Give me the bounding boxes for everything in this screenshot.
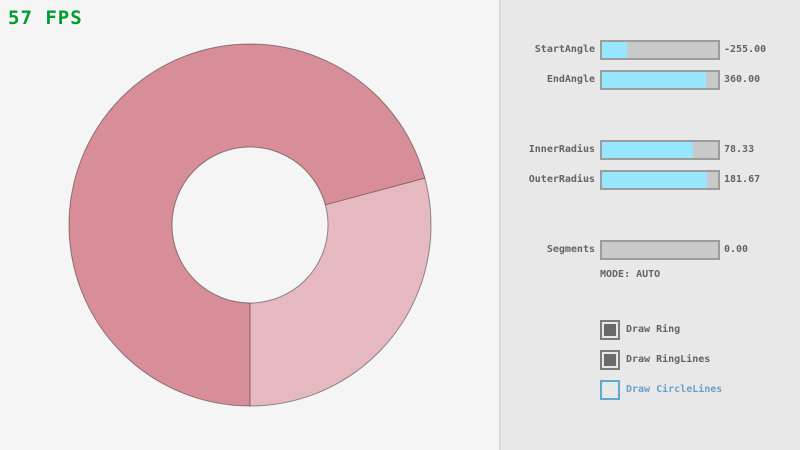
slider-segments-value: 0.00	[724, 244, 749, 255]
slider-segments: Segments 0.00	[501, 240, 800, 260]
checkbox-draw-ring-label: Draw Ring	[626, 324, 681, 335]
segments-mode-text: MODE: AUTO	[600, 269, 661, 280]
slider-end-angle-fill[interactable]	[602, 72, 707, 88]
slider-inner-radius-value: 78.33	[724, 144, 755, 155]
slider-outer-radius-fill[interactable]	[602, 172, 708, 188]
slider-segments-label: Segments	[546, 244, 595, 255]
checkbox-row-draw-ringlines: Draw RingLines	[600, 350, 790, 370]
slider-start-angle-fill[interactable]	[602, 42, 628, 58]
slider-start-angle-label: StartAngle	[534, 44, 595, 55]
fps-counter: 57 FPS	[8, 7, 83, 29]
slider-inner-radius-label: InnerRadius	[528, 144, 595, 155]
slider-outer-radius-value: 181.67	[724, 174, 761, 185]
ring-donut	[68, 43, 432, 407]
ring-outline-circle	[171, 146, 329, 304]
checkbox-draw-circlelines-label: Draw CircleLines	[626, 384, 723, 395]
ring-outline-circle	[68, 43, 432, 407]
slider-end-angle-label: EndAngle	[546, 74, 595, 85]
panel-divider	[499, 0, 501, 450]
slider-outer-radius-track[interactable]	[600, 170, 720, 190]
slider-segments-track[interactable]	[600, 240, 720, 260]
slider-outer-radius-label: OuterRadius	[528, 174, 595, 185]
slider-outer-radius: OuterRadius 181.67	[501, 170, 800, 190]
checkbox-draw-ring[interactable]	[600, 320, 620, 340]
slider-start-angle: StartAngle -255.00	[501, 40, 800, 60]
ring-edge-line	[325, 177, 425, 206]
slider-inner-radius-fill[interactable]	[602, 142, 693, 158]
checkbox-row-draw-ring: Draw Ring	[600, 320, 790, 340]
checkbox-row-draw-circlelines: Draw CircleLines	[600, 380, 790, 400]
ring-slice	[250, 178, 431, 406]
checkbox-draw-circlelines[interactable]	[600, 380, 620, 400]
slider-start-angle-track[interactable]	[600, 40, 720, 60]
slider-end-angle-value: 360.00	[724, 74, 761, 85]
checkbox-draw-ringlines[interactable]	[600, 350, 620, 370]
slider-inner-radius: InnerRadius 78.33	[501, 140, 800, 160]
controls-panel: StartAngle -255.00 EndAngle 360.00 Inner…	[501, 0, 800, 450]
ring-slice	[68, 44, 425, 407]
render-canvas: 57 FPS	[8, 7, 432, 407]
slider-start-angle-value: -255.00	[724, 44, 767, 55]
slider-end-angle-track[interactable]	[600, 70, 720, 90]
slider-inner-radius-track[interactable]	[600, 140, 720, 160]
checkbox-draw-ringlines-label: Draw RingLines	[626, 354, 711, 365]
slider-end-angle: EndAngle 360.00	[501, 70, 800, 90]
